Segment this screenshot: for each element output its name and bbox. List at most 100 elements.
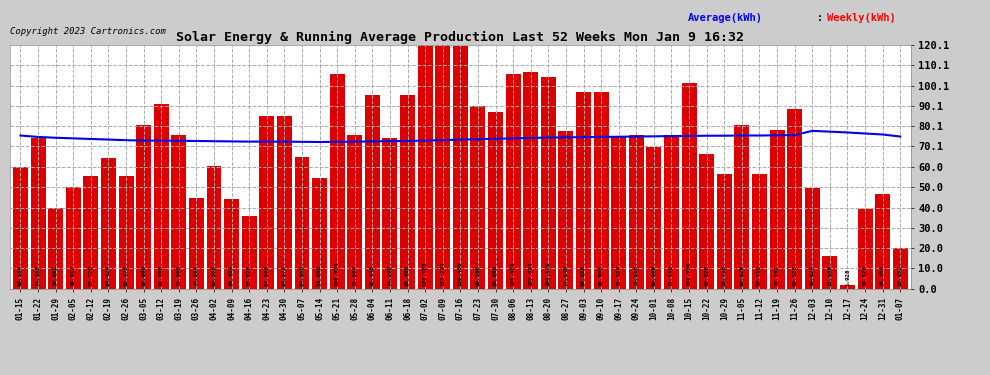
Bar (436, 18, 450, 289)
Title: Solar Energy & Running Average Production Last 52 Weeks Mon Jan 9 16:32: Solar Energy & Running Average Productio… (176, 31, 744, 44)
Text: 105.606: 105.606 (511, 261, 516, 286)
Text: 74.200: 74.200 (387, 265, 392, 286)
Text: 46.464: 46.464 (880, 265, 885, 286)
Bar (524, 72, 539, 289)
Bar (83, 176, 98, 289)
Bar (541, 77, 555, 289)
Bar (312, 178, 327, 289)
Bar (365, 95, 380, 289)
Text: 55.476: 55.476 (124, 265, 129, 286)
Bar (787, 109, 802, 289)
Text: :: : (817, 13, 823, 22)
Text: 44.864: 44.864 (194, 265, 199, 286)
Bar (611, 136, 627, 289)
Bar (259, 116, 274, 289)
Bar (594, 92, 609, 289)
Text: 84.972: 84.972 (282, 265, 287, 286)
Bar (119, 176, 134, 289)
Bar (893, 248, 908, 289)
Text: 96.920: 96.920 (581, 265, 586, 286)
Text: 60.184: 60.184 (18, 265, 23, 286)
Bar (664, 135, 679, 289)
Bar (857, 209, 872, 289)
Text: 15.936: 15.936 (828, 265, 833, 286)
Text: 86.960: 86.960 (493, 265, 498, 286)
Text: 55.720: 55.720 (88, 265, 93, 286)
Bar (49, 208, 63, 289)
Text: 1.928: 1.928 (844, 268, 850, 286)
Text: 44.464: 44.464 (229, 265, 234, 286)
Bar (347, 135, 362, 289)
Text: 56.716: 56.716 (722, 265, 727, 286)
Bar (470, 106, 485, 289)
Bar (717, 174, 732, 289)
Text: 75.516: 75.516 (669, 265, 674, 286)
Text: 64.424: 64.424 (106, 265, 111, 286)
Bar (488, 112, 503, 289)
Bar (452, 46, 468, 289)
Text: 75.904: 75.904 (352, 265, 357, 286)
Bar (13, 166, 28, 289)
Text: 84.996: 84.996 (264, 265, 269, 286)
Text: 75.324: 75.324 (616, 265, 621, 286)
Bar (400, 95, 415, 289)
Text: 60.388: 60.388 (212, 265, 217, 286)
Text: 133.224: 133.224 (441, 261, 446, 286)
Text: 66.626: 66.626 (704, 265, 709, 286)
Text: 107.024: 107.024 (529, 261, 534, 286)
Text: 119.480: 119.480 (457, 261, 463, 286)
Text: 39.992: 39.992 (53, 265, 58, 286)
Bar (224, 198, 239, 289)
Text: 104.128: 104.128 (545, 261, 550, 286)
Text: Average(kWh): Average(kWh) (688, 13, 763, 22)
Bar (875, 195, 890, 289)
Text: 80.900: 80.900 (142, 265, 147, 286)
Text: 101.536: 101.536 (687, 261, 692, 286)
Bar (189, 198, 204, 289)
Text: 69.908: 69.908 (651, 265, 656, 286)
Text: 74.188: 74.188 (36, 265, 41, 286)
Bar (382, 138, 397, 289)
Text: Weekly(kWh): Weekly(kWh) (827, 13, 895, 22)
Text: 96.908: 96.908 (599, 265, 604, 286)
Text: 95.400: 95.400 (405, 265, 410, 286)
Text: 90.160: 90.160 (475, 265, 480, 286)
Bar (153, 104, 168, 289)
Text: 49.624: 49.624 (810, 265, 815, 286)
Text: 20.152: 20.152 (898, 265, 903, 286)
Bar (330, 74, 345, 289)
Bar (506, 74, 521, 289)
Bar (418, 45, 433, 289)
Text: 88.528: 88.528 (792, 265, 797, 286)
Bar (294, 157, 310, 289)
Bar (752, 174, 767, 289)
Bar (646, 147, 661, 289)
Bar (823, 256, 838, 289)
Text: 56.716: 56.716 (757, 265, 762, 286)
Text: 95.448: 95.448 (370, 265, 375, 286)
Text: 75.616: 75.616 (634, 265, 639, 286)
Text: 80.826: 80.826 (740, 265, 744, 286)
Text: 49.912: 49.912 (70, 265, 76, 286)
Text: 78.162: 78.162 (774, 265, 779, 286)
Bar (769, 130, 784, 289)
Text: 120.100: 120.100 (423, 261, 428, 286)
Text: 77.840: 77.840 (563, 265, 568, 286)
Text: 64.980: 64.980 (300, 265, 305, 286)
Text: 39.528: 39.528 (862, 265, 867, 286)
Bar (31, 138, 46, 289)
Bar (101, 158, 116, 289)
Bar (558, 131, 573, 289)
Bar (242, 216, 256, 289)
Bar (629, 135, 644, 289)
Bar (576, 92, 591, 289)
Bar (840, 285, 855, 289)
Bar (207, 166, 222, 289)
Text: 91.096: 91.096 (158, 265, 163, 286)
Bar (682, 82, 697, 289)
Bar (735, 125, 749, 289)
Bar (171, 135, 186, 289)
Text: 35.820: 35.820 (247, 265, 251, 286)
Bar (277, 116, 292, 289)
Bar (137, 124, 151, 289)
